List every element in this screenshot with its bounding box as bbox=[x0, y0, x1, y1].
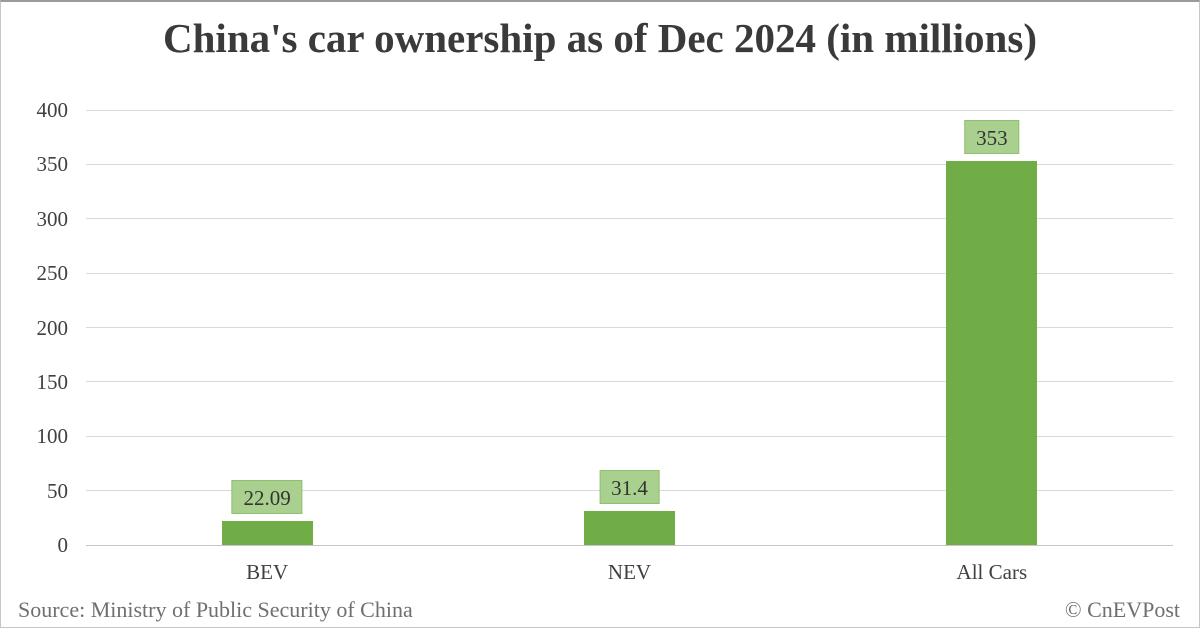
y-tick-label: 300 bbox=[36, 206, 69, 231]
x-category-label: All Cars bbox=[956, 560, 1028, 584]
y-tick-label: 400 bbox=[36, 98, 69, 122]
gridline bbox=[86, 109, 1173, 111]
bar-bev bbox=[222, 521, 313, 545]
gridline bbox=[86, 327, 1173, 328]
y-tick-label: 150 bbox=[36, 369, 69, 394]
gridline bbox=[86, 163, 1173, 165]
y-tick-label: 350 bbox=[36, 152, 69, 177]
gridline bbox=[86, 218, 1173, 220]
bar-value-label: 31.4 bbox=[599, 470, 660, 504]
source-note: Source: Ministry of Public Security of C… bbox=[18, 597, 413, 622]
y-tick-label: 50 bbox=[47, 478, 68, 503]
bar-value-label: 353 bbox=[964, 120, 1020, 154]
bar-value-label: 22.09 bbox=[231, 480, 303, 514]
chart-title: China's car ownership as of Dec 2024 (in… bbox=[163, 15, 1037, 61]
x-category-label: BEV bbox=[246, 560, 289, 584]
gridline bbox=[86, 435, 1173, 437]
y-tick-label: 250 bbox=[36, 261, 69, 286]
y-tick-label: 100 bbox=[36, 424, 69, 449]
y-tick-label: 200 bbox=[36, 315, 69, 340]
gridline bbox=[86, 544, 1173, 546]
copyright-note: © CnEVPost bbox=[1064, 597, 1180, 622]
plot-area: 22.09 31.4 353 bbox=[86, 109, 1173, 546]
bar-nev bbox=[584, 511, 675, 545]
y-tick-label: 0 bbox=[57, 533, 69, 557]
gridline bbox=[86, 272, 1173, 274]
bar-all-cars bbox=[946, 161, 1037, 545]
gridline bbox=[86, 381, 1173, 383]
x-category-label: NEV bbox=[607, 560, 652, 584]
